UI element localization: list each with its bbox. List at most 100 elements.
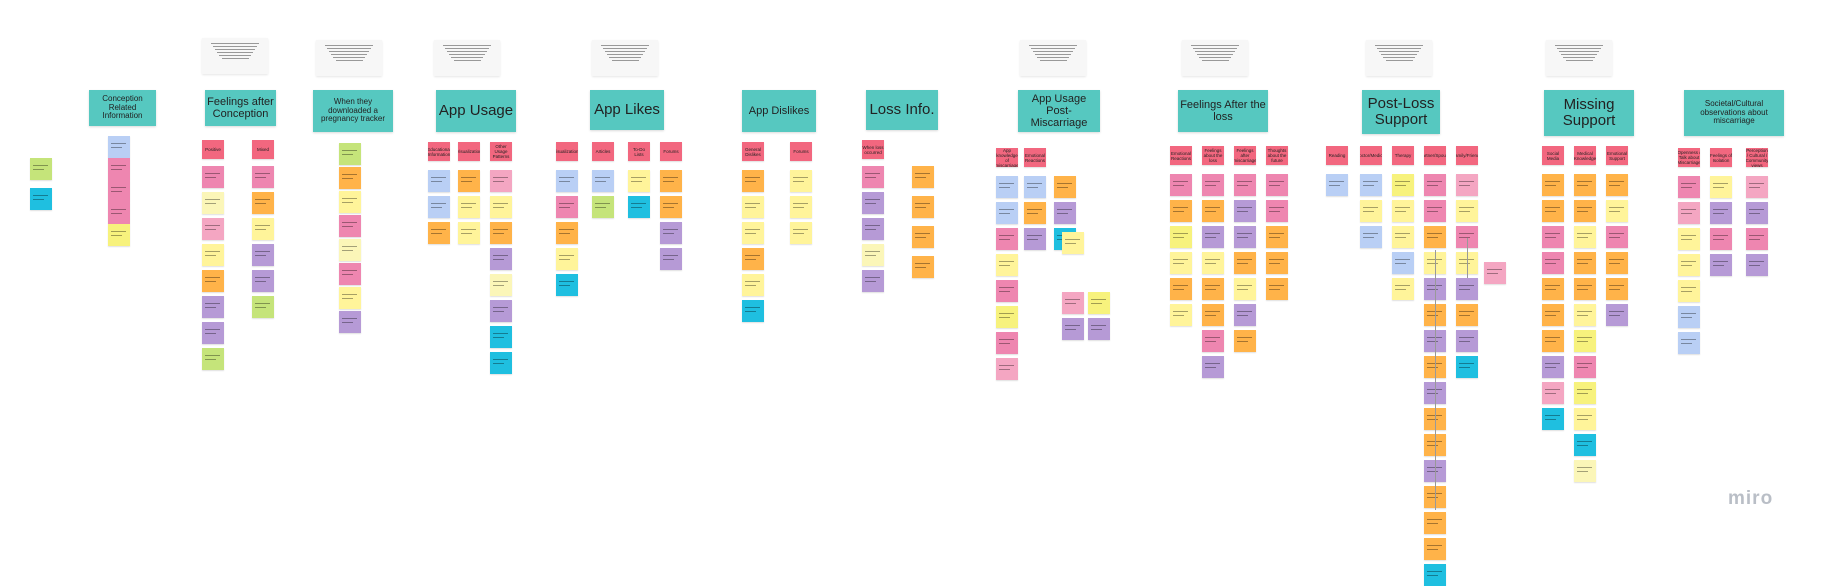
sticky-note[interactable] [1606, 252, 1628, 274]
sticky-note[interactable] [1542, 356, 1564, 378]
sticky-note[interactable] [1170, 200, 1192, 222]
sticky-note[interactable] [428, 170, 450, 192]
sticky-note[interactable] [1424, 564, 1446, 586]
sticky-note[interactable] [742, 274, 764, 296]
sticky-note[interactable] [1606, 226, 1628, 248]
sticky-note[interactable] [1456, 200, 1478, 222]
sticky-note[interactable] [1710, 202, 1732, 224]
sticky-note[interactable] [1024, 176, 1046, 198]
sticky-note[interactable] [1574, 252, 1596, 274]
sticky-note[interactable] [108, 180, 130, 202]
sticky-note[interactable] [1678, 306, 1700, 328]
sticky-note[interactable] [490, 352, 512, 374]
sticky-note[interactable] [592, 170, 614, 192]
sticky-note[interactable] [862, 270, 884, 292]
sticky-note[interactable] [252, 244, 274, 266]
sticky-note[interactable] [1606, 200, 1628, 222]
sticky-note[interactable] [996, 202, 1018, 224]
sticky-note[interactable] [862, 192, 884, 214]
sticky-note[interactable] [1392, 252, 1414, 274]
sticky-note[interactable] [1484, 262, 1506, 284]
theme-description[interactable] [1366, 40, 1432, 76]
theme-description[interactable] [1182, 40, 1248, 76]
sticky-note[interactable] [1202, 330, 1224, 352]
sticky-note[interactable] [660, 222, 682, 244]
sticky-note[interactable] [1574, 434, 1596, 456]
sticky-note[interactable] [339, 287, 361, 309]
sticky-note[interactable] [912, 256, 934, 278]
sticky-note[interactable] [252, 166, 274, 188]
sticky-note[interactable] [1710, 228, 1732, 250]
sticky-note[interactable] [1542, 408, 1564, 430]
sticky-note[interactable] [1392, 174, 1414, 196]
sticky-note[interactable] [1424, 226, 1446, 248]
sticky-note[interactable] [1062, 232, 1084, 254]
sticky-note[interactable] [790, 196, 812, 218]
sticky-note[interactable] [660, 170, 682, 192]
sticky-note[interactable] [1202, 200, 1224, 222]
sticky-note[interactable] [592, 196, 614, 218]
theme-loss-info[interactable]: Loss Info. [866, 90, 938, 130]
sticky-note[interactable] [202, 296, 224, 318]
header-h-m2[interactable]: Medical Knowledge [1574, 146, 1596, 165]
sticky-note[interactable] [339, 239, 361, 261]
sticky-note[interactable] [1542, 226, 1564, 248]
sticky-note[interactable] [458, 170, 480, 192]
sticky-note[interactable] [1266, 174, 1288, 196]
sticky-note[interactable] [790, 170, 812, 192]
theme-description[interactable] [316, 40, 382, 76]
sticky-note[interactable] [996, 306, 1018, 328]
header-h-when[interactable]: When loss occurred [862, 140, 884, 159]
sticky-note[interactable] [202, 218, 224, 240]
theme-usage-post[interactable]: App Usage Post-Miscarriage [1018, 90, 1100, 132]
sticky-note[interactable] [1054, 202, 1076, 224]
sticky-note[interactable] [996, 254, 1018, 276]
sticky-note[interactable] [1234, 174, 1256, 196]
header-h-s1[interactable]: Openness / Talk about Miscarriage [1678, 148, 1700, 167]
theme-description[interactable] [1020, 40, 1086, 76]
sticky-note[interactable] [862, 218, 884, 240]
sticky-note[interactable] [1170, 304, 1192, 326]
theme-feelings-loss[interactable]: Feelings After the loss [1178, 90, 1268, 132]
theme-description[interactable] [1546, 40, 1612, 76]
sticky-note[interactable] [1424, 174, 1446, 196]
sticky-note[interactable] [1234, 304, 1256, 326]
header-h-doctor[interactable]: Doctor/Medical [1360, 146, 1382, 165]
sticky-note[interactable] [1542, 304, 1564, 326]
sticky-note[interactable] [1202, 174, 1224, 196]
sticky-note[interactable] [1456, 174, 1478, 196]
sticky-note[interactable] [1360, 226, 1382, 248]
sticky-note[interactable] [1710, 254, 1732, 276]
sticky-note[interactable] [1266, 252, 1288, 274]
sticky-note[interactable] [1678, 332, 1700, 354]
sticky-note[interactable] [1170, 226, 1192, 248]
sticky-note[interactable] [1456, 278, 1478, 300]
sticky-note[interactable] [1392, 278, 1414, 300]
sticky-note[interactable] [1266, 226, 1288, 248]
sticky-note[interactable] [556, 196, 578, 218]
sticky-note[interactable] [1574, 174, 1596, 196]
header-h-dforums[interactable]: Forums [790, 142, 812, 161]
header-h-reading[interactable]: Reading [1326, 146, 1348, 165]
sticky-note[interactable] [202, 322, 224, 344]
sticky-note[interactable] [1456, 304, 1478, 326]
sticky-note[interactable] [428, 196, 450, 218]
sticky-note[interactable] [790, 222, 812, 244]
sticky-note[interactable] [556, 222, 578, 244]
header-h-articles[interactable]: Articles [592, 142, 614, 161]
sticky-note[interactable] [252, 270, 274, 292]
sticky-note[interactable] [1574, 226, 1596, 248]
sticky-note[interactable] [556, 170, 578, 192]
header-h-family[interactable]: Family/Friends [1456, 146, 1478, 165]
sticky-note[interactable] [458, 196, 480, 218]
sticky-note[interactable] [339, 191, 361, 213]
sticky-note[interactable] [1360, 174, 1382, 196]
sticky-note[interactable] [1678, 280, 1700, 302]
sticky-note[interactable] [1606, 304, 1628, 326]
theme-description[interactable] [434, 40, 500, 76]
sticky-note[interactable] [1746, 228, 1768, 250]
sticky-note[interactable] [1234, 330, 1256, 352]
sticky-note[interactable] [742, 196, 764, 218]
sticky-note[interactable] [108, 202, 130, 224]
